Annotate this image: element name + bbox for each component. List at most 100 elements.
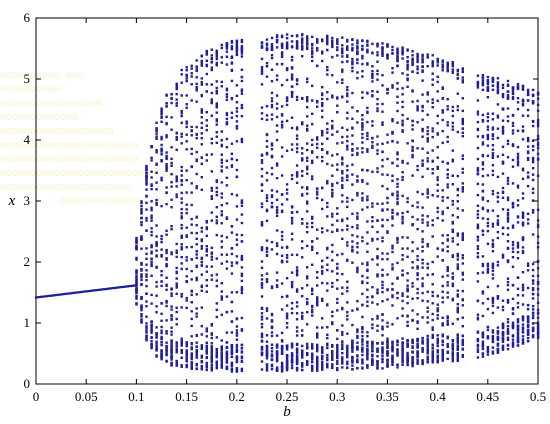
data-point: [396, 151, 399, 154]
data-point: [516, 155, 520, 158]
data-point: [486, 75, 490, 79]
data-point: [160, 179, 163, 182]
data-point: [371, 205, 374, 208]
data-point: [441, 66, 444, 69]
data-point: [396, 212, 399, 215]
data-point: [230, 68, 234, 72]
data-point: [145, 201, 148, 204]
data-point: [481, 88, 485, 92]
data-point: [311, 99, 314, 102]
data-point: [436, 114, 439, 118]
data-point: [180, 365, 183, 368]
data-point: [416, 355, 419, 359]
data-point: [285, 253, 289, 257]
data-point: [371, 70, 374, 73]
data-point: [516, 184, 520, 187]
data-point: [311, 368, 314, 371]
data-point: [516, 324, 520, 328]
data-point: [456, 243, 459, 246]
data-point: [346, 175, 349, 178]
data-point: [145, 325, 148, 328]
data-point: [185, 77, 188, 80]
data-point: [486, 137, 490, 141]
data-point: [431, 350, 434, 353]
data-point: [421, 350, 424, 353]
data-point: [326, 122, 329, 125]
data-point: [321, 346, 324, 349]
data-point: [516, 244, 520, 247]
data-point: [361, 124, 364, 127]
data-point: [155, 334, 158, 337]
data-point: [391, 288, 394, 291]
data-point: [316, 187, 319, 190]
data-point: [476, 128, 480, 132]
data-point: [215, 348, 218, 351]
data-point: [511, 326, 515, 330]
data-point: [285, 99, 289, 103]
data-point: [381, 252, 384, 255]
data-point: [185, 179, 188, 182]
data-point: [38, 296, 41, 299]
data-point: [170, 356, 173, 359]
data-point: [536, 141, 540, 145]
data-point: [175, 292, 178, 295]
data-point: [336, 359, 339, 363]
data-point: [501, 108, 505, 111]
data-point: [160, 148, 163, 152]
data-point: [290, 219, 294, 222]
data-point: [295, 290, 299, 293]
data-point: [180, 351, 183, 354]
data-point: [451, 277, 454, 280]
data-point: [411, 318, 414, 322]
data-point: [265, 280, 269, 284]
data-point: [356, 345, 359, 349]
data-point: [476, 343, 480, 347]
data-point: [270, 354, 274, 358]
data-point: [501, 208, 505, 211]
data-point: [240, 288, 244, 291]
data-point: [516, 129, 520, 132]
data-point: [210, 349, 213, 352]
data-point: [346, 94, 349, 98]
data-point: [240, 115, 244, 118]
data-point: [346, 344, 349, 348]
data-point: [270, 358, 274, 361]
data-point: [295, 351, 299, 355]
data-point: [235, 367, 239, 370]
data-point: [331, 41, 334, 44]
data-point: [135, 239, 138, 242]
data-point: [456, 232, 459, 235]
data-point: [436, 195, 439, 198]
data-point: [431, 312, 434, 316]
data-point: [285, 316, 289, 320]
data-point: [301, 362, 304, 365]
data-point: [265, 105, 269, 108]
data-point: [421, 316, 424, 319]
data-point: [491, 118, 495, 121]
data-point: [205, 290, 208, 293]
data-point: [406, 200, 409, 204]
data-point: [225, 112, 229, 115]
data-point: [481, 196, 485, 200]
data-point: [371, 258, 374, 261]
data-point: [421, 79, 424, 82]
data-point: [145, 171, 148, 175]
data-point: [481, 174, 485, 178]
data-point: [331, 154, 334, 157]
data-point: [114, 286, 117, 289]
data-point: [501, 161, 505, 164]
data-point: [536, 225, 540, 229]
data-point: [346, 217, 349, 220]
data-point: [240, 45, 244, 48]
data-point: [260, 248, 264, 252]
data-point: [366, 356, 369, 360]
data-point: [381, 47, 384, 50]
data-point: [280, 146, 284, 149]
data-point: [531, 94, 535, 97]
data-point: [441, 275, 444, 278]
data-point: [275, 94, 279, 97]
data-point: [491, 346, 495, 349]
data-point: [491, 337, 495, 341]
data-point: [150, 340, 153, 343]
data-point: [491, 242, 495, 245]
